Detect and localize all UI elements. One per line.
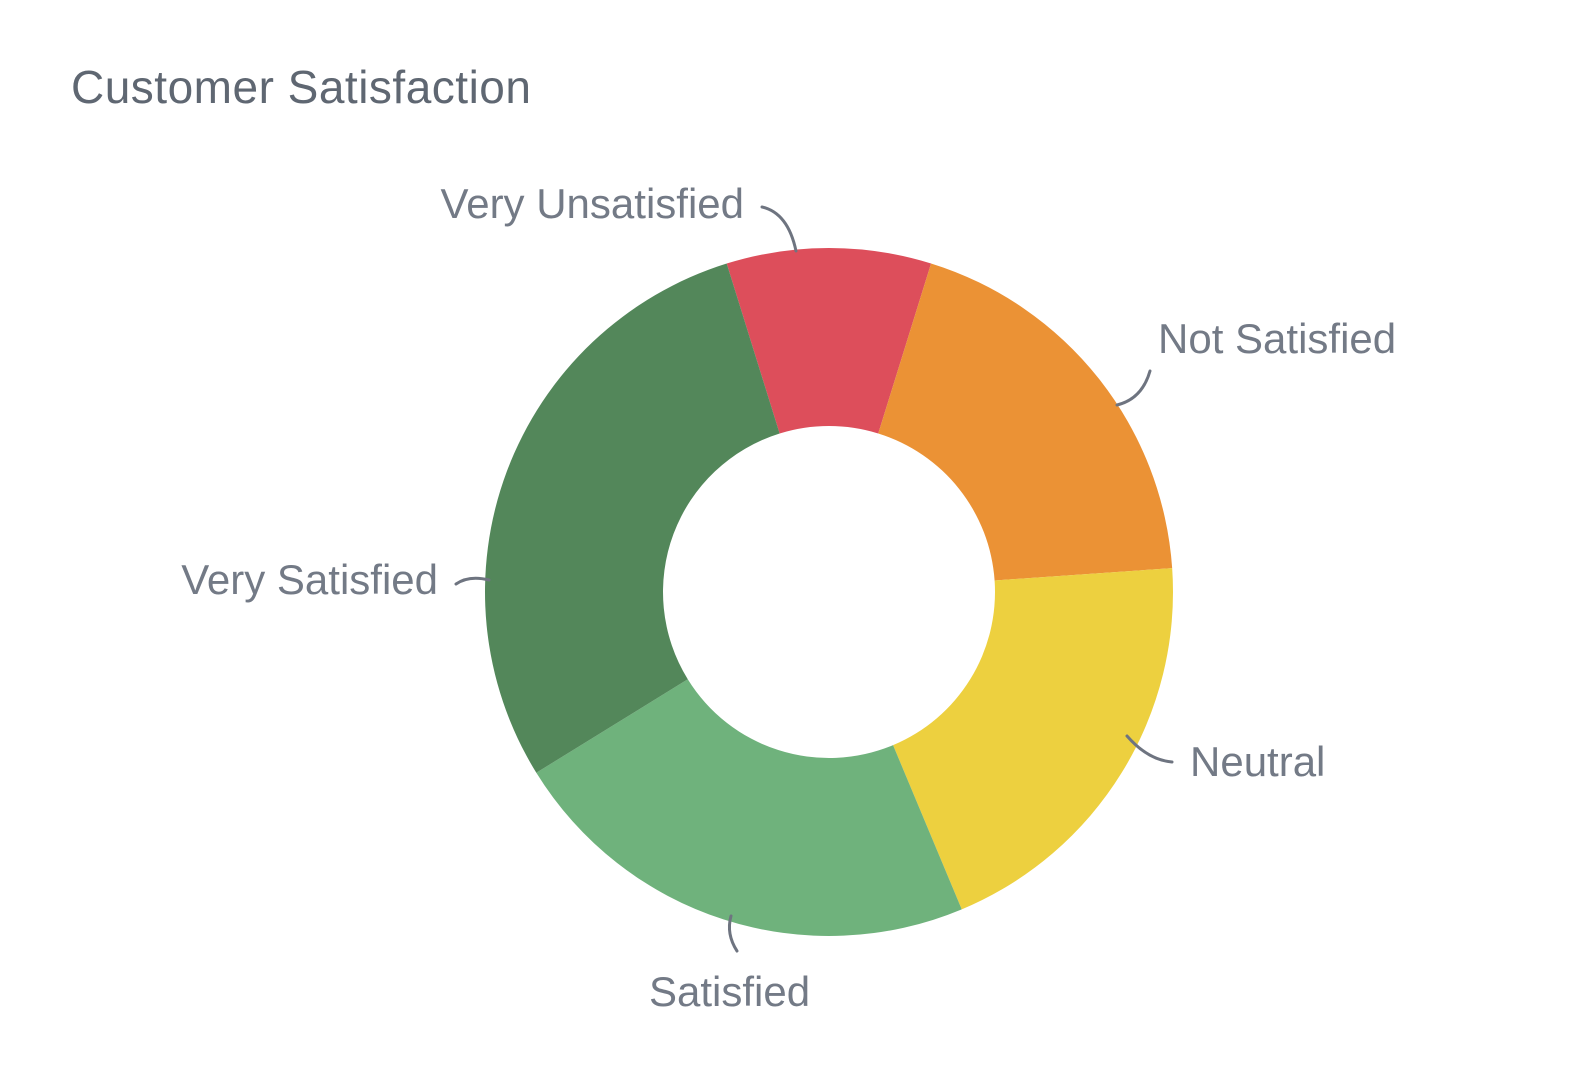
leader-line-not-satisfied — [1115, 369, 1152, 407]
slice-very-unsatisfied[interactable] — [726, 247, 932, 434]
slice-label-very-satisfied: Very Satisfied — [181, 556, 438, 603]
leader-lines — [454, 205, 1174, 953]
slice-not-satisfied[interactable] — [878, 263, 1173, 581]
leader-line-satisfied — [728, 914, 739, 953]
leader-line-very-satisfied — [454, 576, 491, 586]
slice-neutral[interactable] — [893, 568, 1173, 910]
leader-line-neutral — [1125, 734, 1174, 764]
slice-label-not-satisfied: Not Satisfied — [1158, 315, 1397, 362]
slice-label-satisfied: Satisfied — [649, 968, 811, 1015]
slice-label-very-unsatisfied: Very Unsatisfied — [440, 180, 744, 227]
slice-very-satisfied[interactable] — [484, 263, 780, 773]
donut-slices — [484, 247, 1173, 936]
slice-satisfied[interactable] — [536, 679, 962, 936]
chart-title: Customer Satisfaction — [71, 61, 532, 113]
leader-line-very-unsatisfied — [760, 205, 798, 253]
slice-label-neutral: Neutral — [1190, 738, 1326, 785]
